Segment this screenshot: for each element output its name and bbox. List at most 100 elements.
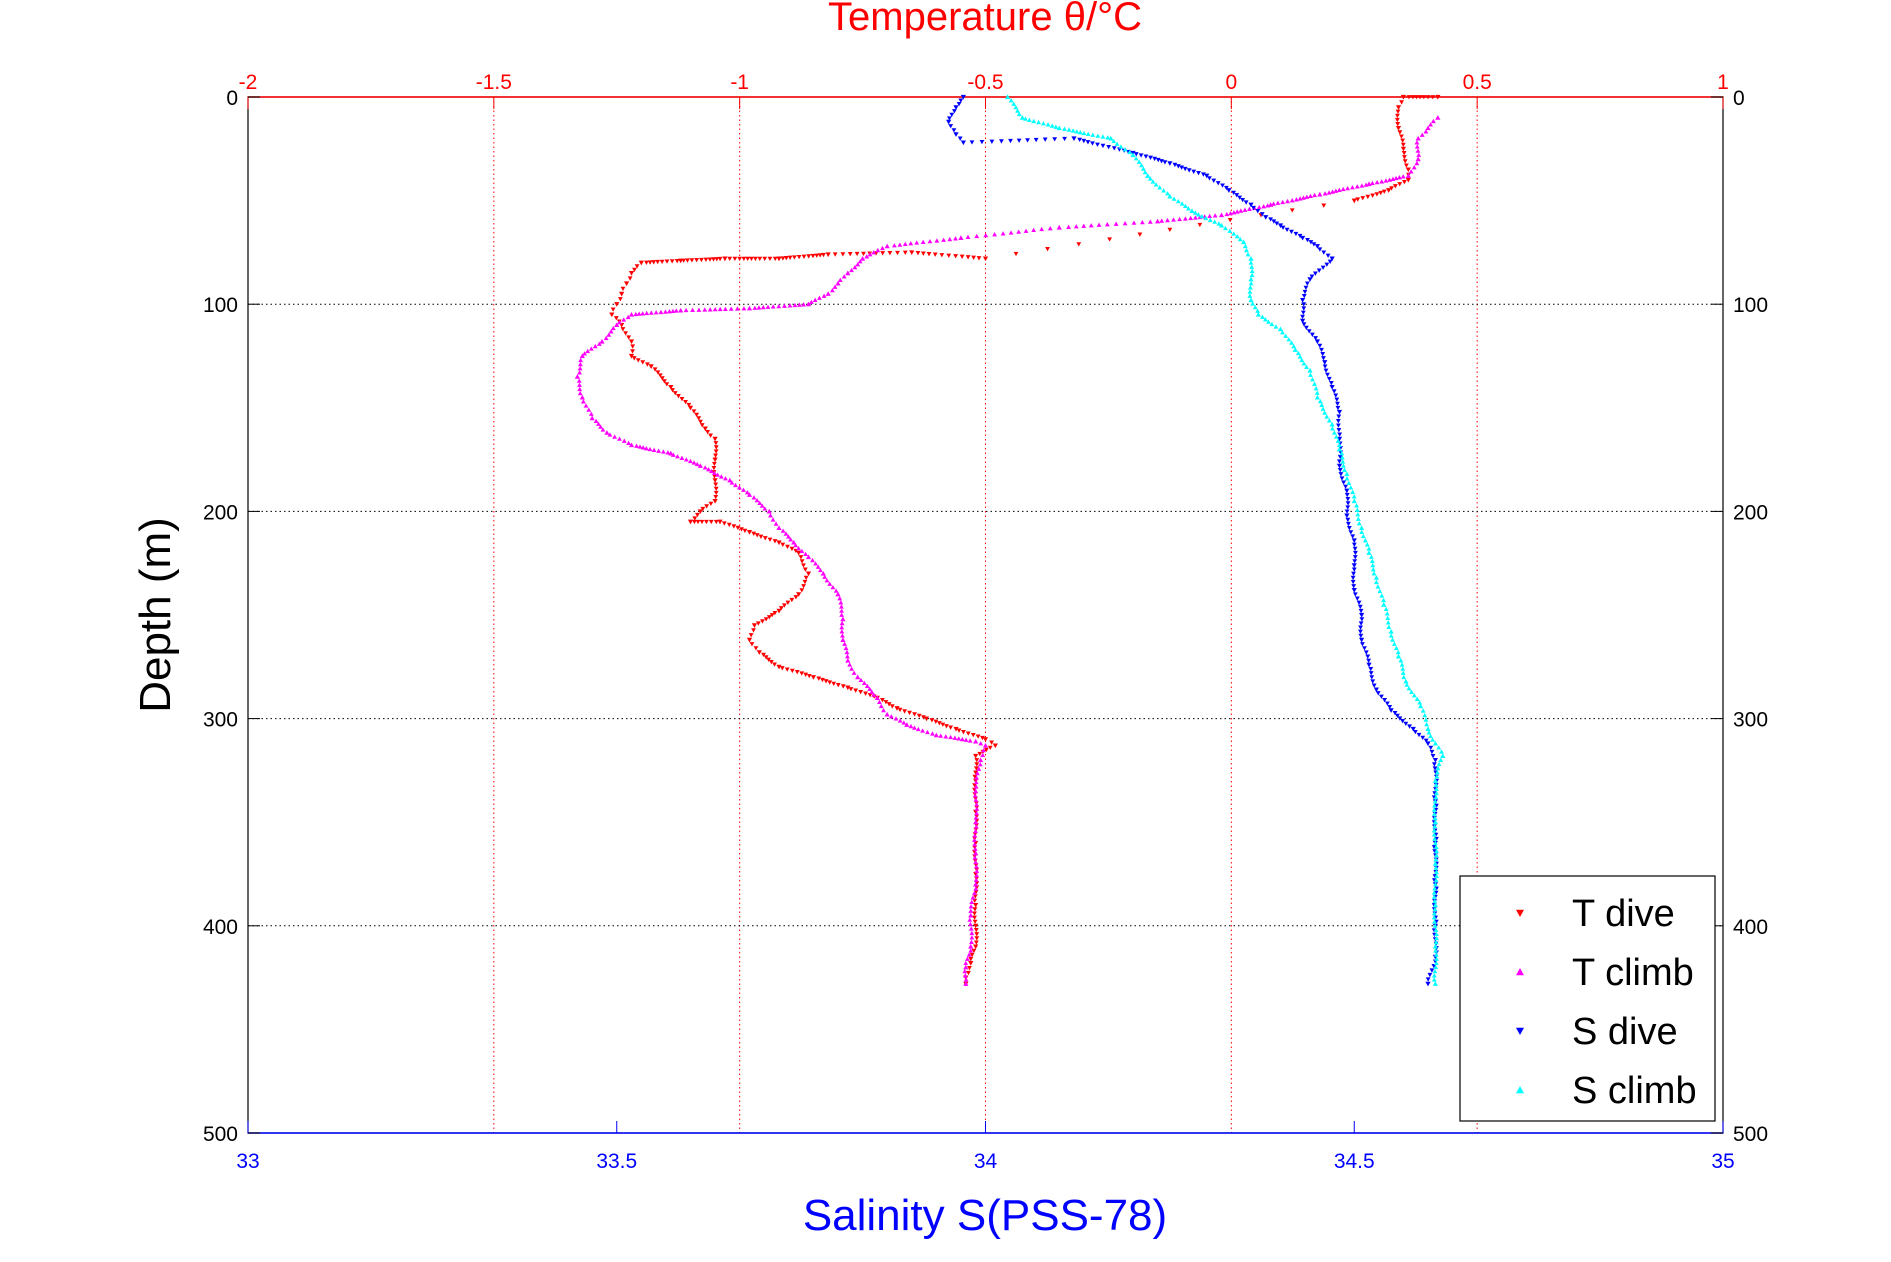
data-point: [1346, 526, 1352, 531]
data-point: [588, 411, 594, 416]
data-point: [1300, 314, 1305, 320]
data-point: [709, 468, 714, 474]
data-point: [1390, 176, 1396, 181]
data-point: [1019, 115, 1025, 120]
data-point: [756, 650, 762, 655]
data-point: [844, 649, 850, 655]
data-point: [843, 645, 849, 651]
data-point: [1370, 562, 1376, 568]
data-point: [1432, 803, 1437, 808]
data-point: [1402, 155, 1407, 160]
data-point: [824, 578, 830, 583]
data-point: [1016, 138, 1022, 143]
data-point: [973, 815, 979, 820]
data-point: [636, 311, 642, 316]
data-point: [1386, 188, 1392, 193]
data-point: [1039, 226, 1045, 232]
data-point: [788, 537, 794, 542]
data-point: [1346, 521, 1351, 527]
data-point: [1045, 122, 1051, 127]
data-point: [673, 308, 679, 313]
data-point: [1301, 293, 1307, 299]
data-point: [762, 506, 768, 511]
data-point: [974, 936, 980, 941]
data-point: [1192, 210, 1198, 215]
bottom-axis-title: Salinity S(PSS-78): [803, 1191, 1167, 1240]
data-point: [1358, 625, 1363, 630]
data-point: [1308, 240, 1314, 245]
data-point: [805, 571, 812, 577]
data-point: [1107, 237, 1112, 242]
data-point: [1415, 135, 1421, 141]
data-point: [869, 689, 875, 694]
data-point: [770, 517, 776, 522]
data-point: [692, 519, 697, 525]
data-point: [801, 254, 807, 259]
data-point: [1162, 160, 1168, 165]
data-point: [617, 436, 622, 441]
data-point: [1182, 216, 1188, 221]
data-point: [1317, 247, 1323, 252]
data-point: [1344, 492, 1350, 498]
data-point: [664, 382, 670, 387]
data-point: [1339, 476, 1345, 481]
data-point: [780, 256, 786, 261]
data-point: [973, 824, 979, 829]
data-point: [1432, 766, 1438, 771]
data-point: [1354, 503, 1360, 508]
data-point: [630, 349, 635, 354]
data-point: [1292, 347, 1298, 352]
data-point: [966, 952, 972, 957]
data-point: [1425, 741, 1431, 747]
data-point: [1359, 529, 1365, 535]
data-point: [1023, 116, 1028, 121]
data-point: [821, 293, 827, 298]
data-point: [1433, 952, 1439, 957]
data-point: [628, 442, 635, 448]
data-point: [1231, 190, 1237, 196]
data-point: [1432, 815, 1438, 820]
data-point: [1344, 513, 1350, 519]
data-point: [973, 877, 979, 882]
top-axis-title: Temperature θ/°C: [828, 0, 1142, 39]
data-point: [751, 531, 757, 536]
data-point: [767, 256, 773, 262]
data-point: [713, 482, 719, 487]
data-point: [678, 307, 684, 313]
data-point: [1152, 156, 1158, 162]
data-point: [893, 716, 899, 721]
data-point: [973, 788, 979, 794]
data-point: [652, 367, 658, 372]
data-point: [626, 440, 632, 445]
data-point: [1404, 163, 1409, 168]
data-point: [1397, 174, 1402, 180]
data-point: [1329, 256, 1335, 262]
data-point: [1352, 592, 1358, 597]
data-point: [972, 783, 978, 788]
data-point: [829, 287, 835, 293]
data-point: [972, 915, 977, 920]
data-point: [1297, 196, 1303, 201]
data-point: [1301, 302, 1307, 307]
data-point: [1351, 538, 1357, 544]
data-point: [697, 509, 703, 514]
data-point: [679, 397, 685, 402]
bottom-tick-label: 35: [1711, 1150, 1734, 1173]
data-point: [679, 455, 685, 460]
data-point: [1171, 217, 1176, 222]
data-point: [697, 463, 703, 468]
data-point: [839, 625, 845, 630]
data-point: [849, 267, 854, 273]
data-point: [1280, 330, 1285, 335]
data-point: [623, 281, 630, 287]
data-point: [1240, 197, 1246, 203]
data-point: [1131, 220, 1137, 225]
data-point: [604, 430, 610, 435]
data-point: [729, 480, 735, 485]
data-point: [973, 903, 979, 908]
data-point: [1249, 264, 1255, 269]
data-point: [1316, 268, 1322, 273]
data-point: [1339, 450, 1345, 456]
data-point: [1387, 704, 1393, 710]
data-point: [1434, 931, 1439, 937]
